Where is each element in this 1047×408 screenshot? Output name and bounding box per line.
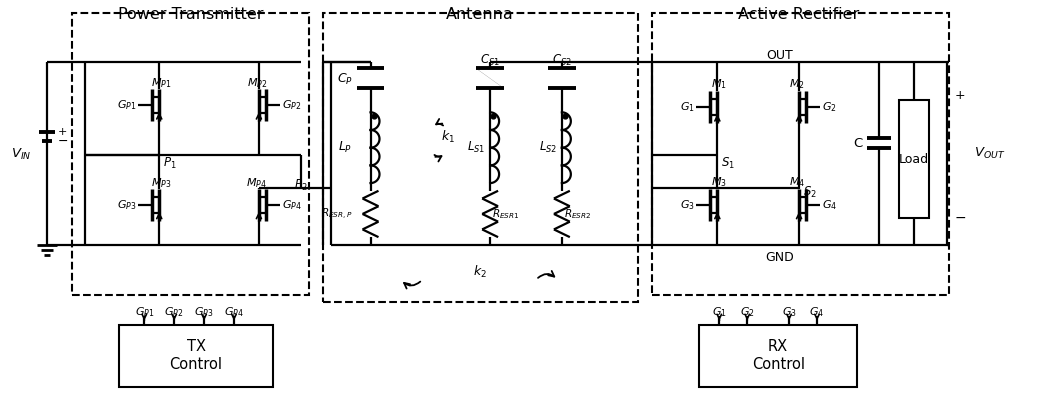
Text: $G_1$: $G_1$ — [680, 100, 694, 114]
Text: Antenna: Antenna — [446, 7, 514, 22]
Text: $R_{ESR1}$: $R_{ESR1}$ — [492, 207, 519, 221]
Bar — [322, 13, 638, 302]
Bar — [898, 100, 929, 218]
Text: $V_{IN}$: $V_{IN}$ — [12, 146, 31, 162]
Text: $S_2$: $S_2$ — [803, 184, 817, 200]
Text: $G_3$: $G_3$ — [782, 305, 797, 319]
Text: $L_{S1}$: $L_{S1}$ — [467, 140, 485, 155]
Text: $G_{P2}$: $G_{P2}$ — [164, 305, 184, 319]
Text: +: + — [955, 89, 965, 102]
Text: C: C — [853, 137, 863, 150]
Text: $M_3$: $M_3$ — [711, 175, 728, 189]
Text: $G_{P1}$: $G_{P1}$ — [117, 98, 136, 112]
Text: $L_P$: $L_P$ — [338, 140, 353, 155]
Text: $M_{P3}$: $M_{P3}$ — [151, 176, 172, 190]
Text: $G_{P3}$: $G_{P3}$ — [195, 305, 214, 319]
Text: $k_2$: $k_2$ — [473, 264, 487, 280]
Text: $C_{S1}$: $C_{S1}$ — [481, 53, 500, 68]
Text: $M_4$: $M_4$ — [789, 175, 805, 189]
Text: $V_{OUT}$: $V_{OUT}$ — [975, 146, 1006, 161]
Bar — [71, 13, 309, 295]
Text: Load: Load — [898, 153, 929, 166]
Text: OUT: OUT — [765, 49, 793, 62]
Text: $G_3$: $G_3$ — [680, 198, 694, 212]
Bar — [699, 325, 856, 387]
Text: TX
Control: TX Control — [170, 339, 223, 372]
Text: $P_2$: $P_2$ — [294, 177, 308, 193]
Text: −: − — [58, 135, 68, 148]
Text: $G_1$: $G_1$ — [712, 305, 727, 319]
Text: $S_1$: $S_1$ — [721, 155, 735, 171]
Text: $k_1$: $k_1$ — [441, 129, 455, 145]
Bar — [119, 325, 273, 387]
Text: $G_2$: $G_2$ — [740, 305, 755, 319]
Text: $M_{P2}$: $M_{P2}$ — [247, 77, 267, 90]
Text: $R_{ESR2}$: $R_{ESR2}$ — [564, 207, 592, 221]
Text: $G_{P4}$: $G_{P4}$ — [224, 305, 244, 319]
Text: $G_{P3}$: $G_{P3}$ — [117, 198, 136, 212]
Text: $M_1$: $M_1$ — [711, 78, 728, 91]
Text: $L_{S2}$: $L_{S2}$ — [538, 140, 557, 155]
Text: RX
Control: RX Control — [752, 339, 805, 372]
Text: GND: GND — [764, 251, 794, 264]
Text: $M_{P4}$: $M_{P4}$ — [246, 176, 267, 190]
Text: $M_2$: $M_2$ — [789, 78, 805, 91]
Text: $G_2$: $G_2$ — [822, 100, 837, 114]
Text: $M_{P1}$: $M_{P1}$ — [151, 77, 172, 90]
Text: Power Transmitter: Power Transmitter — [118, 7, 264, 22]
Text: $G_{P1}$: $G_{P1}$ — [134, 305, 154, 319]
Text: +: + — [58, 127, 67, 137]
Text: −: − — [955, 211, 966, 225]
Bar — [651, 13, 949, 295]
Text: Active Rectifier: Active Rectifier — [738, 7, 860, 22]
Text: $R_{ESR,P}$: $R_{ESR,P}$ — [321, 206, 353, 222]
Text: $C_P$: $C_P$ — [336, 72, 353, 87]
Text: $G_{P4}$: $G_{P4}$ — [282, 198, 302, 212]
Text: $G_4$: $G_4$ — [822, 198, 838, 212]
Text: $P_1$: $P_1$ — [163, 155, 177, 171]
Text: $C_{S2}$: $C_{S2}$ — [552, 53, 572, 68]
Text: $G_{P2}$: $G_{P2}$ — [282, 98, 302, 112]
Text: $G_4$: $G_4$ — [809, 305, 825, 319]
